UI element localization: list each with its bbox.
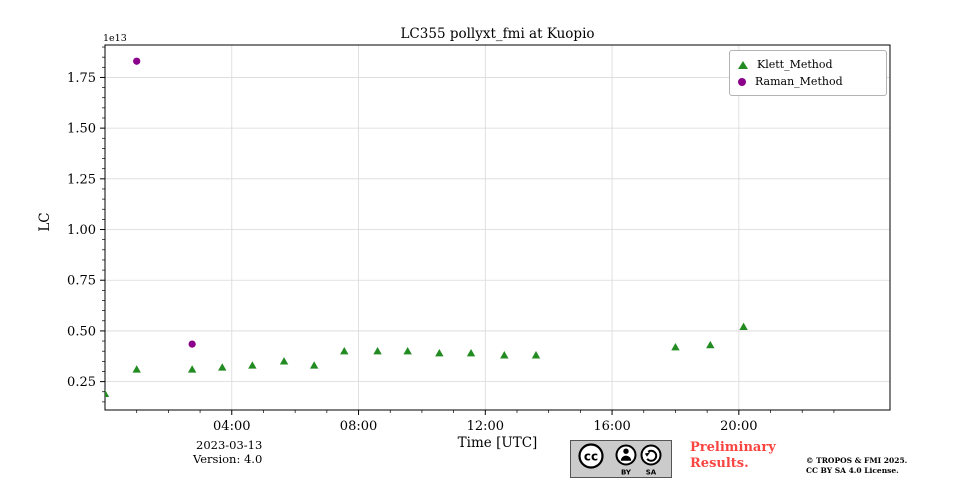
data-point-klett_method: [671, 342, 680, 351]
version-text: Version: 4.0: [193, 452, 263, 466]
data-point-klett_method: [500, 351, 509, 359]
data-point-klett_method: [435, 349, 444, 357]
preliminary-line2: Results.: [690, 456, 749, 471]
cc-logo-text: cc: [584, 450, 598, 464]
data-point-raman_method: [133, 57, 141, 65]
data-point-klett_method: [279, 357, 289, 365]
x-tick-label: 04:00: [213, 419, 250, 434]
cc-license-badge-graphic: cc BY SA: [570, 440, 672, 478]
preliminary-line1: Preliminary: [690, 440, 776, 455]
copyright-line2: CC BY SA 4.0 License.: [806, 465, 899, 475]
y-tick-label: 0.50: [67, 324, 96, 339]
data-point-klett_method: [340, 346, 349, 355]
cc-sa-arrow-icon: [640, 444, 662, 466]
data-point-klett_method: [309, 361, 319, 369]
triangle-marker-icon: [738, 60, 748, 69]
y-tick-label: 1.50: [67, 122, 96, 137]
x-tick-label: 16:00: [593, 419, 630, 434]
x-axis-label: Time [UTC]: [457, 435, 538, 451]
data-points: [105, 57, 748, 397]
data-point-klett_method: [132, 365, 141, 373]
data-point-klett_method: [373, 346, 382, 355]
legend-item-klett: Klett_Method: [738, 56, 878, 73]
preliminary-results-note: Preliminary Results.: [690, 440, 776, 472]
data-point-klett_method: [466, 349, 476, 357]
data-point-raman_method: [188, 340, 196, 348]
y-tick-label: 1.25: [67, 172, 96, 187]
circle-marker-icon: [738, 77, 746, 86]
date-text: 2023-03-13: [196, 438, 263, 452]
copyright-line1: © TROPOS & FMI 2025.: [806, 456, 908, 465]
cc-sa-label: SA: [646, 469, 657, 477]
cc-license-badge: cc BY SA: [570, 440, 672, 482]
legend-item-raman: Raman_Method: [738, 73, 878, 90]
data-point-klett_method: [248, 361, 257, 369]
y-axis-label: LC: [37, 212, 53, 232]
data-point-klett_method: [739, 322, 748, 331]
legend: Klett_Method Raman_Method: [729, 50, 887, 96]
x-tick-label: 12:00: [467, 419, 504, 434]
data-point-klett_method: [187, 365, 197, 373]
y-tick-label: 0.25: [67, 375, 96, 390]
chart-title: LC355 pollyxt_fmi at Kuopio: [400, 26, 595, 42]
cc-logo-icon: [578, 443, 604, 469]
y-axis-offset-text: 1e13: [103, 33, 127, 44]
plot-border: [104, 44, 891, 411]
data-point-klett_method: [706, 340, 715, 349]
legend-label-raman: Raman_Method: [755, 75, 843, 88]
y-tick-label: 0.75: [67, 274, 96, 289]
y-tick-label: 1.75: [67, 71, 96, 86]
copyright-note: © TROPOS & FMI 2025. CC BY SA 4.0 Licens…: [806, 456, 907, 475]
x-tick-label: 20:00: [720, 419, 757, 434]
data-point-klett_method: [403, 346, 412, 355]
data-point-klett_method: [105, 389, 110, 397]
data-point-klett_method: [218, 363, 227, 371]
legend-label-klett: Klett_Method: [757, 58, 833, 71]
y-tick-label: 1.00: [67, 223, 96, 238]
data-point-klett_method: [531, 351, 541, 359]
x-tick-label: 08:00: [340, 419, 377, 434]
cc-by-label: BY: [621, 469, 632, 477]
cc-by-person-icon: [615, 444, 637, 466]
